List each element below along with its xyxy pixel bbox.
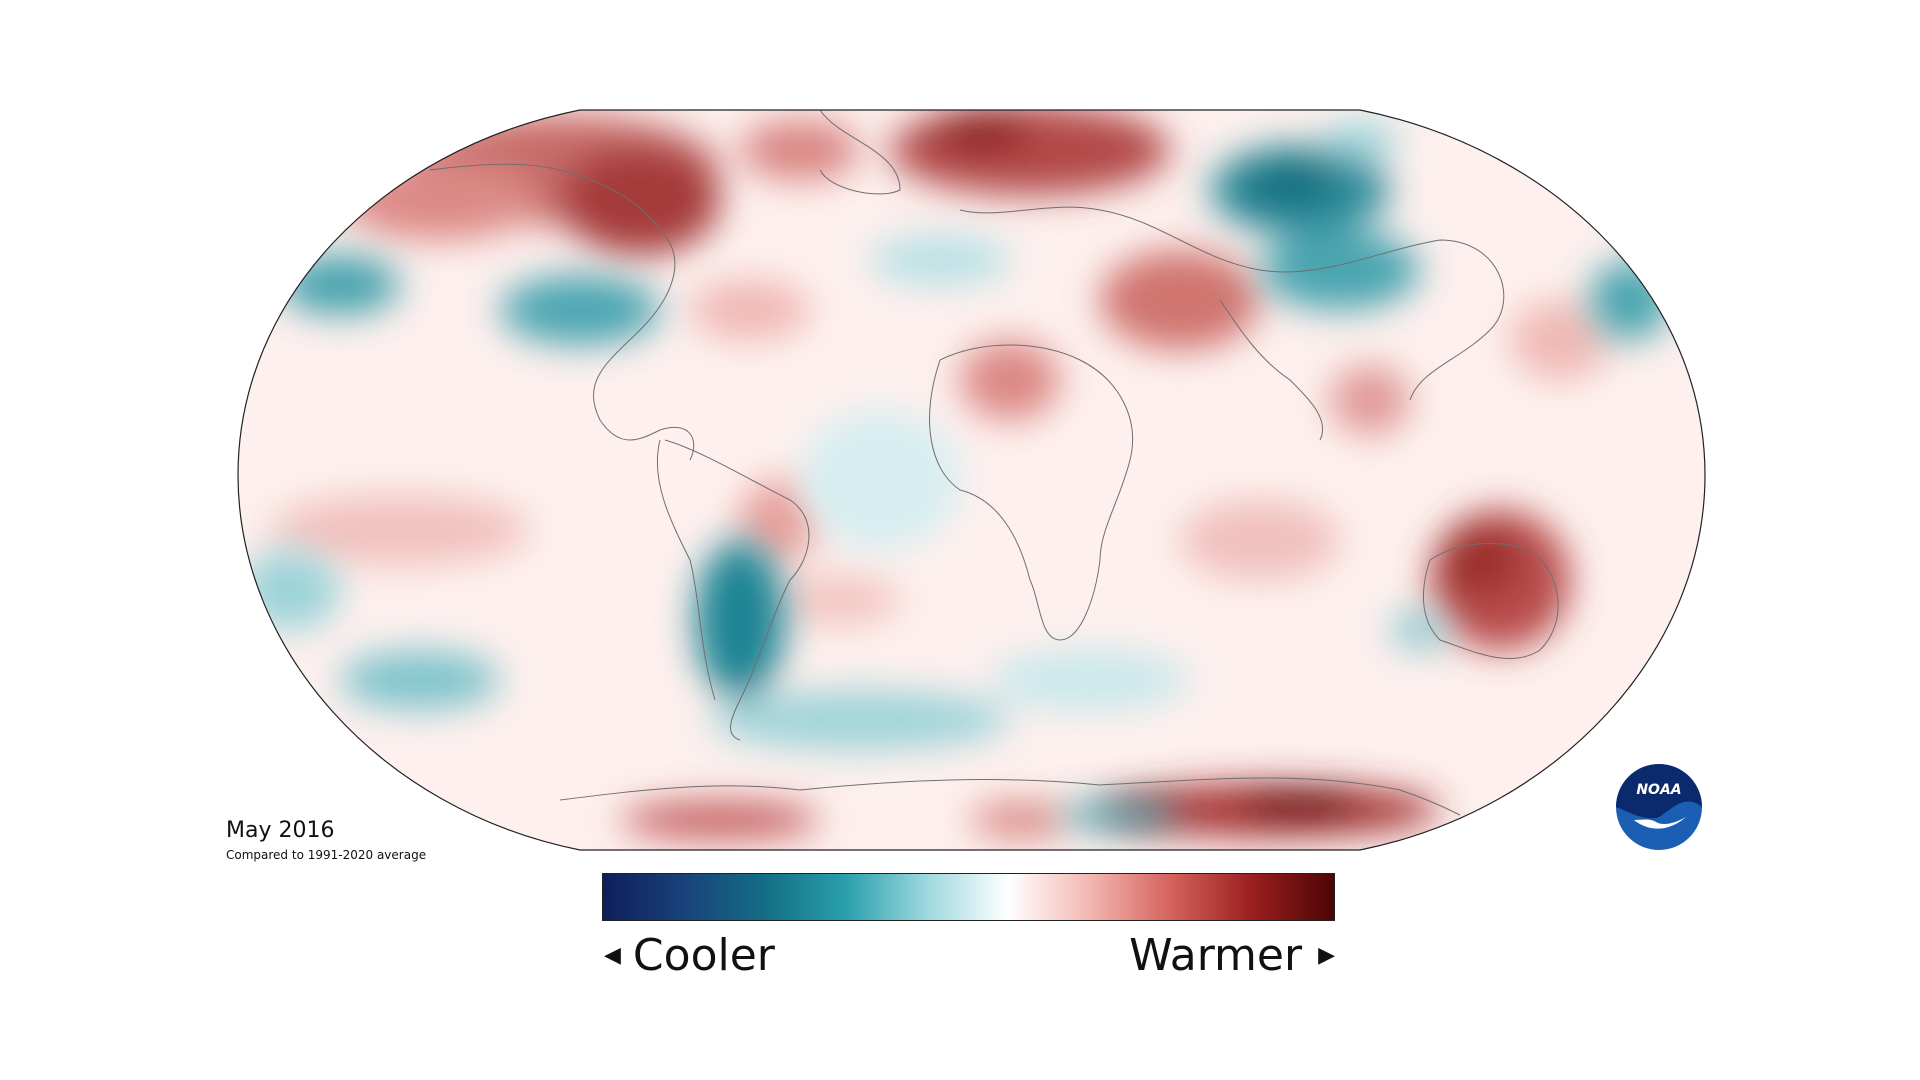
noaa-logo-icon: NOAA (1616, 764, 1702, 850)
cooler-label: Cooler (632, 930, 775, 981)
triangle-left-icon: ◀ (604, 943, 621, 968)
legend-warmer: Warmer ▶ (1129, 930, 1335, 981)
map-title: May 2016 (226, 818, 335, 843)
map-subtitle: Compared to 1991-2020 average (226, 848, 427, 862)
coastlines (429, 109, 1559, 816)
noaa-logo-text: NOAA (1636, 782, 1681, 798)
temperature-colorbar (602, 873, 1335, 921)
anomaly-field (238, 110, 1705, 850)
legend-cooler: ◀ Cooler (604, 930, 775, 981)
triangle-right-icon: ▶ (1318, 943, 1335, 968)
warmer-label: Warmer (1129, 930, 1303, 981)
